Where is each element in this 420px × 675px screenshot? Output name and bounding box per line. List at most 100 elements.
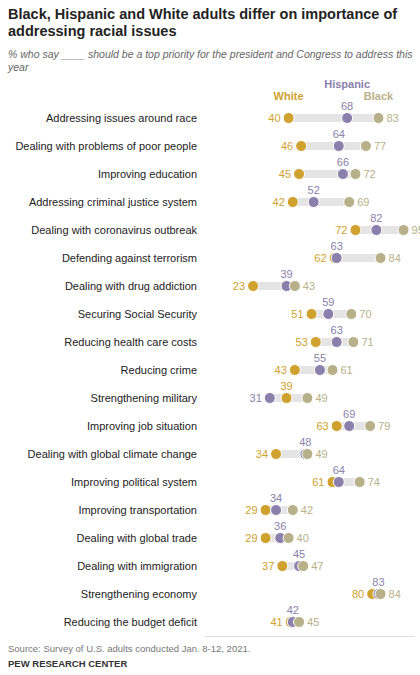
text-line: addressing racial issues [8,23,176,39]
category-label: Strengthening military [91,392,198,404]
data-label: 84 [389,588,401,600]
data-label: 83 [386,112,398,124]
category-label: Reducing health care costs [64,336,197,348]
dot [260,533,271,544]
text-line: Black, Hispanic and White adults differ … [8,6,397,22]
data-label: 83 [372,576,384,588]
data-label: 72 [363,168,375,180]
data-label: 62 [314,252,326,264]
dot [271,505,282,516]
category-tick: Dealing with drug addiction [65,280,197,292]
dot [331,337,342,348]
dot [308,197,319,208]
dot [302,449,313,460]
category-tick: Improving political system [71,476,197,488]
category-label: Dealing with global climate change [28,448,197,460]
dot [333,477,344,488]
dot [344,421,355,432]
category-label: Dealing with drug addiction [65,280,197,292]
dot [277,561,288,572]
data-label: 48 [299,436,311,448]
data-label: 43 [275,364,287,376]
data-label: 74 [368,476,380,488]
category-tick: Dealing with immigration [77,560,197,572]
data-label: 39 [280,268,292,280]
legend-label: White [274,90,304,102]
category-tick: Addressing criminal justice system [29,196,197,208]
data-label: 40 [297,532,309,544]
category-tick: Strengthening economy [81,588,198,600]
category-label: Addressing issues around race [46,112,197,124]
data-label: 49 [315,392,327,404]
category-tick: Addressing issues around race [46,112,197,124]
category-tick: Dealing with problems of poor people [15,140,197,152]
category-tick: Dealing with global trade [77,532,197,544]
dot [281,393,292,404]
dot [344,197,355,208]
dot [296,141,307,152]
data-label: 66 [337,156,349,168]
data-label: 55 [314,352,326,364]
dot [331,253,342,264]
dot [350,169,361,180]
dot [360,141,371,152]
y-axis: Addressing issues around race Dealing wit… [15,112,197,628]
source: Source: Survey of U.S. adults conducted … [8,643,250,654]
data-label: 63 [331,324,343,336]
data-label: 29 [245,532,257,544]
data-label: 47 [311,560,323,572]
data-label: 31 [250,392,262,404]
category-label: Dealing with global trade [77,532,197,544]
data-label: 45 [279,168,291,180]
x-axis [206,636,415,637]
dot [283,533,294,544]
category-label: Dealing with coronavirus outbreak [31,224,197,236]
dot [331,421,342,432]
dot [354,477,365,488]
data-label: 42 [287,604,299,616]
text-line: % who say ____ should be a top priority … [8,48,413,60]
category-label: Reducing the budget deficit [64,616,197,628]
data-label: 82 [370,212,382,224]
data-labels: 4068834664774566724252697282956263842339… [233,100,420,628]
x-axis-line [206,636,415,637]
dot [398,225,409,236]
text-line: year [7,61,29,73]
category-tick: Improving transportation [78,504,197,516]
range-bar [293,198,349,206]
data-label: 29 [245,504,257,516]
plot-area [248,113,409,628]
category-tick: Improving job situation [87,420,197,432]
dot [287,505,298,516]
range-bar [289,114,379,122]
dot [294,617,305,628]
data-label: 39 [280,380,292,392]
category-label: Reducing crime [121,364,197,376]
data-label: 34 [256,448,268,460]
category-label: Improving transportation [78,504,197,516]
data-label: 49 [315,448,327,460]
data-label: 69 [357,196,369,208]
dot [294,169,305,180]
dot [264,393,275,404]
dot [283,113,294,124]
category-tick: Strengthening military [91,392,198,404]
data-label: 42 [301,504,313,516]
dot [260,505,271,516]
data-label: 52 [308,184,320,196]
category-tick: Reducing the budget deficit [64,616,197,628]
data-label: 51 [291,308,303,320]
data-label: 42 [273,196,285,208]
data-label: 46 [281,140,293,152]
dot [287,197,298,208]
category-label: Dealing with problems of poor people [15,140,197,152]
category-label: Dealing with immigration [77,560,197,572]
data-label: 43 [303,280,315,292]
data-label: 45 [307,616,319,628]
subtitle: % who say ____ should be a top priority … [7,48,413,73]
dot [271,449,282,460]
data-label: 64 [333,464,345,476]
data-label: 61 [312,476,324,488]
dot [371,225,382,236]
title: Black, Hispanic and White adults differ … [8,6,397,39]
